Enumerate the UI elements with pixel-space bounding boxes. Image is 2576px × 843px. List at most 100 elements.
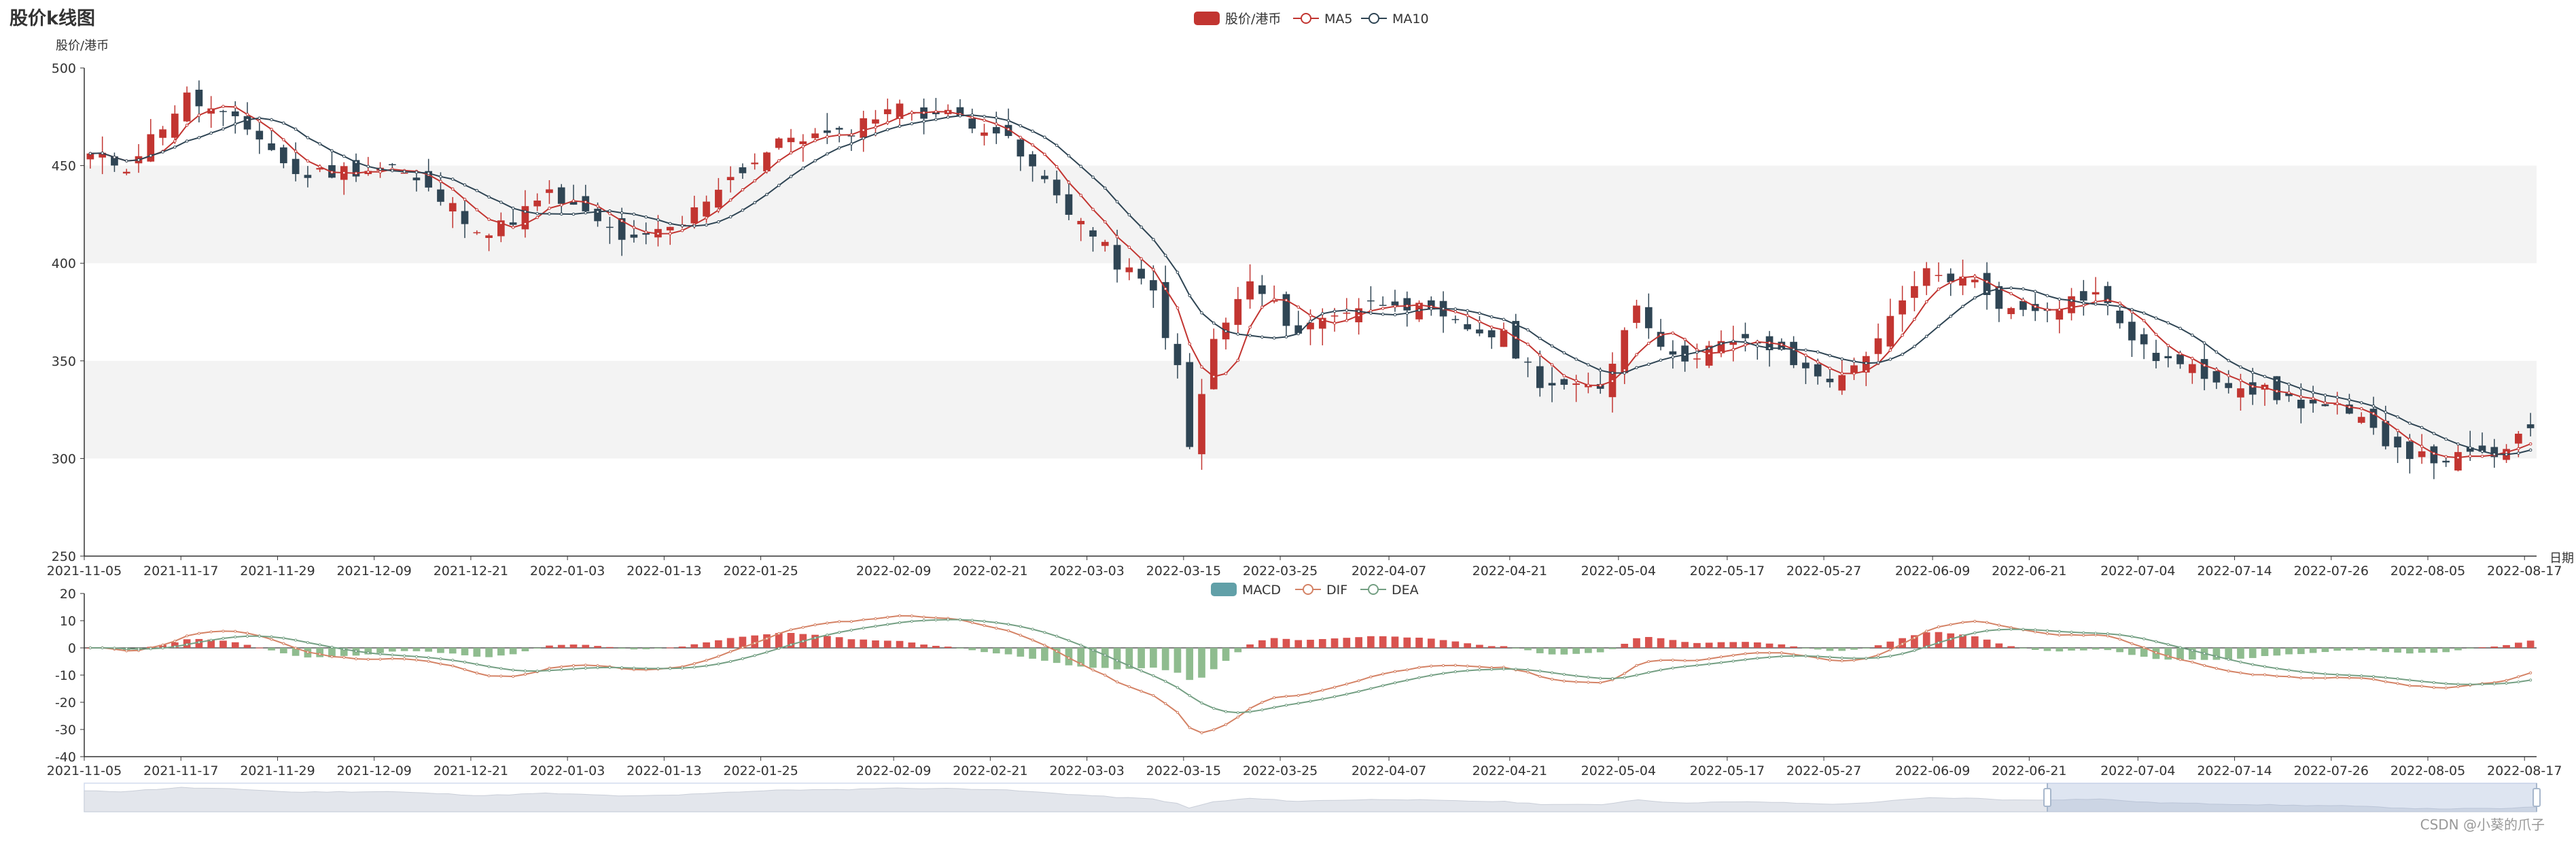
macd-bar[interactable] — [1258, 640, 1266, 648]
macd-bar[interactable] — [1548, 648, 1556, 655]
macd-bar[interactable] — [1174, 648, 1182, 673]
macd-bar[interactable] — [2068, 648, 2075, 651]
macd-bar[interactable] — [2248, 648, 2257, 658]
candle[interactable] — [1161, 265, 1169, 350]
candle[interactable] — [1222, 317, 1230, 350]
data-zoom-slider[interactable] — [84, 782, 2541, 812]
macd-bar[interactable] — [485, 648, 493, 657]
macd-bar[interactable] — [1487, 646, 1496, 648]
candle[interactable] — [328, 149, 336, 179]
macd-bar[interactable] — [2418, 648, 2426, 653]
candle[interactable] — [739, 163, 747, 179]
candle[interactable] — [1089, 226, 1097, 252]
macd-bar[interactable] — [389, 648, 396, 652]
macd-bar[interactable] — [1753, 642, 1761, 648]
macd-bar[interactable] — [2357, 648, 2365, 651]
candle[interactable] — [1693, 343, 1701, 368]
macd-bar[interactable] — [1886, 641, 1894, 648]
macd-bar[interactable] — [606, 647, 614, 648]
macd-bar[interactable] — [1476, 644, 1483, 648]
macd-bar[interactable] — [1379, 636, 1387, 648]
candle[interactable] — [268, 130, 275, 152]
macd-bar[interactable] — [1608, 648, 1617, 649]
macd-bar[interactable] — [860, 639, 868, 648]
macd-bar[interactable] — [1161, 648, 1169, 670]
macd-bar[interactable] — [2526, 640, 2535, 648]
candle[interactable] — [751, 153, 759, 170]
candle[interactable] — [666, 226, 674, 245]
candle[interactable] — [1524, 357, 1532, 377]
candle[interactable] — [183, 86, 191, 122]
candle[interactable] — [2092, 277, 2100, 304]
candle[interactable] — [1282, 291, 1290, 339]
candle[interactable] — [159, 126, 166, 145]
macd-bar[interactable] — [219, 640, 227, 648]
candle[interactable] — [2140, 328, 2148, 360]
candle[interactable] — [86, 153, 94, 169]
macd-bar[interactable] — [582, 644, 590, 648]
macd-bar[interactable] — [376, 648, 384, 653]
macd-bar[interactable] — [1391, 636, 1399, 648]
macd-bar[interactable] — [437, 648, 444, 653]
macd-bar[interactable] — [2297, 648, 2305, 655]
macd-bar[interactable] — [2309, 648, 2317, 653]
kline-legend[interactable]: 股价/港币 MA5 MA10 — [1194, 12, 1429, 27]
macd-bar[interactable] — [2405, 648, 2414, 654]
macd-bar[interactable] — [2019, 648, 2027, 649]
candle[interactable] — [2007, 307, 2015, 320]
macd-bar[interactable] — [1186, 648, 1194, 681]
macd-bar[interactable] — [448, 648, 457, 654]
macd-bar[interactable] — [2333, 648, 2341, 651]
macd-bar[interactable] — [2116, 648, 2123, 653]
macd-bar[interactable] — [2104, 648, 2112, 651]
macd-bar[interactable] — [231, 642, 239, 648]
candle[interactable] — [1874, 323, 1882, 361]
macd-bar[interactable] — [2466, 648, 2474, 649]
candle[interactable] — [1004, 108, 1012, 139]
candle[interactable] — [715, 177, 722, 213]
macd-bar[interactable] — [968, 648, 976, 651]
candle[interactable] — [304, 166, 312, 188]
candle[interactable] — [1137, 258, 1145, 285]
macd-bar[interactable] — [1657, 638, 1665, 648]
macd-bar[interactable] — [461, 648, 469, 655]
candle[interactable] — [1017, 137, 1025, 171]
candle[interactable] — [2104, 281, 2112, 315]
candle[interactable] — [546, 180, 553, 204]
macd-bar[interactable] — [1125, 648, 1133, 669]
candle[interactable] — [352, 153, 360, 182]
candle[interactable] — [1246, 264, 1254, 309]
macd-bar[interactable] — [618, 648, 626, 649]
macd-bar[interactable] — [1210, 648, 1218, 670]
macd-bar[interactable] — [1137, 648, 1145, 668]
macd-bar[interactable] — [1017, 648, 1025, 657]
macd-bar[interactable] — [908, 642, 916, 648]
macd-bar[interactable] — [497, 648, 505, 656]
candle[interactable] — [292, 142, 300, 182]
candle[interactable] — [485, 233, 493, 252]
macd-bar[interactable] — [1451, 641, 1460, 648]
candle[interactable] — [618, 207, 626, 256]
candle[interactable] — [280, 144, 287, 169]
macd-bar[interactable] — [1850, 648, 1858, 650]
candle[interactable] — [1983, 262, 1991, 310]
macd-bar[interactable] — [594, 646, 601, 648]
legend-candle-swatch[interactable] — [1194, 12, 1220, 25]
candle[interactable] — [2369, 396, 2378, 435]
macd-bar[interactable] — [1307, 640, 1314, 648]
macd-bar[interactable] — [1403, 637, 1411, 648]
candle[interactable] — [2079, 279, 2087, 316]
candle[interactable] — [1536, 350, 1544, 397]
candle[interactable] — [1053, 170, 1061, 204]
candle[interactable] — [1729, 326, 1737, 362]
candle[interactable] — [2200, 344, 2208, 391]
candle[interactable] — [1500, 322, 1508, 347]
dif-line[interactable] — [90, 615, 2531, 734]
candle[interactable] — [787, 128, 795, 153]
macd-bar[interactable] — [1826, 648, 1834, 651]
macd-bar[interactable] — [2225, 648, 2232, 660]
macd-bar[interactable] — [2237, 648, 2244, 659]
macd-bar[interactable] — [1669, 640, 1677, 648]
macd-bar[interactable] — [1971, 636, 1979, 648]
candle[interactable] — [2164, 345, 2172, 368]
